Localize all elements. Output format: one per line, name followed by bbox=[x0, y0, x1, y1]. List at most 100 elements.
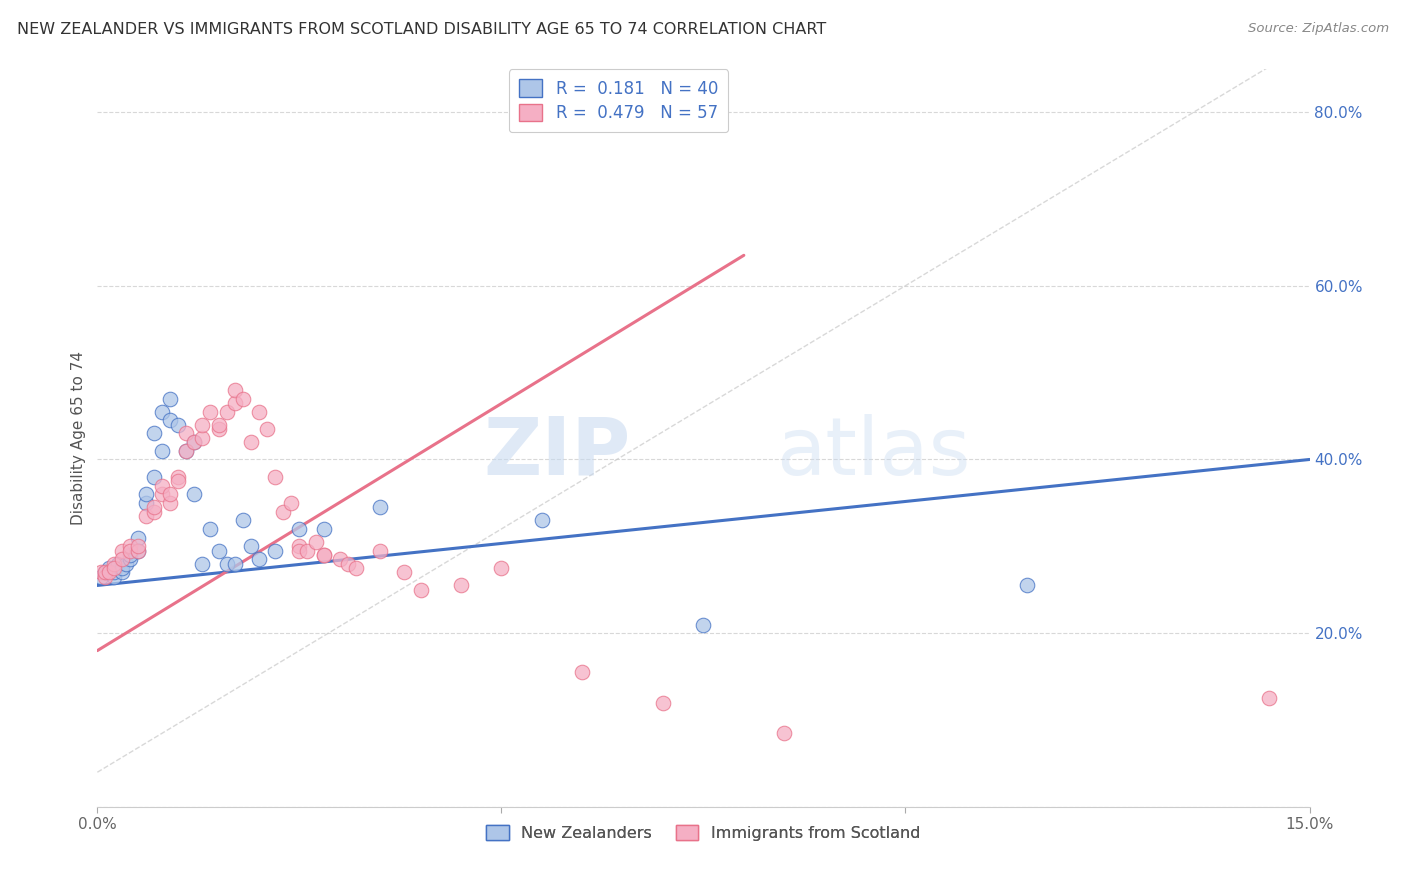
Point bbox=[110, 561, 132, 575]
Point bbox=[110, 543, 132, 558]
Point bbox=[288, 543, 311, 558]
Point bbox=[491, 561, 513, 575]
Point bbox=[224, 383, 246, 397]
Point bbox=[142, 470, 165, 484]
Point bbox=[114, 557, 136, 571]
Point bbox=[232, 513, 254, 527]
Point bbox=[174, 426, 197, 441]
Point bbox=[409, 582, 432, 597]
Point bbox=[271, 505, 294, 519]
Point bbox=[329, 552, 352, 566]
Y-axis label: Disability Age 65 to 74: Disability Age 65 to 74 bbox=[72, 351, 86, 524]
Point bbox=[183, 435, 205, 450]
Point bbox=[127, 531, 149, 545]
Point bbox=[191, 431, 214, 445]
Point bbox=[200, 405, 222, 419]
Point bbox=[1258, 691, 1281, 706]
Point bbox=[110, 552, 132, 566]
Text: atlas: atlas bbox=[776, 414, 970, 491]
Point bbox=[232, 392, 254, 406]
Point bbox=[90, 570, 112, 584]
Point bbox=[94, 570, 117, 584]
Point bbox=[110, 566, 132, 580]
Point bbox=[215, 405, 238, 419]
Point bbox=[159, 496, 181, 510]
Point bbox=[118, 552, 141, 566]
Point bbox=[304, 535, 326, 549]
Point bbox=[94, 566, 117, 580]
Point bbox=[127, 543, 149, 558]
Text: NEW ZEALANDER VS IMMIGRANTS FROM SCOTLAND DISABILITY AGE 65 TO 74 CORRELATION CH: NEW ZEALANDER VS IMMIGRANTS FROM SCOTLAN… bbox=[17, 22, 827, 37]
Text: ZIP: ZIP bbox=[484, 414, 631, 491]
Point bbox=[135, 487, 157, 501]
Point bbox=[183, 435, 205, 450]
Point bbox=[264, 543, 287, 558]
Point bbox=[280, 496, 302, 510]
Legend: New Zealanders, Immigrants from Scotland: New Zealanders, Immigrants from Scotland bbox=[479, 818, 927, 847]
Point bbox=[368, 543, 391, 558]
Point bbox=[247, 552, 270, 566]
Point bbox=[150, 443, 173, 458]
Point bbox=[159, 392, 181, 406]
Point bbox=[118, 543, 141, 558]
Point bbox=[264, 470, 287, 484]
Point bbox=[207, 417, 229, 432]
Point bbox=[224, 396, 246, 410]
Point bbox=[103, 561, 125, 575]
Point bbox=[692, 617, 714, 632]
Point bbox=[142, 426, 165, 441]
Point bbox=[200, 522, 222, 536]
Point bbox=[167, 417, 190, 432]
Point bbox=[215, 557, 238, 571]
Point bbox=[98, 566, 121, 580]
Point bbox=[207, 543, 229, 558]
Point bbox=[288, 539, 311, 553]
Point bbox=[191, 557, 214, 571]
Point bbox=[167, 470, 190, 484]
Point bbox=[159, 413, 181, 427]
Point bbox=[103, 566, 125, 580]
Point bbox=[773, 726, 796, 740]
Point bbox=[142, 500, 165, 515]
Point bbox=[344, 561, 367, 575]
Point bbox=[224, 557, 246, 571]
Point bbox=[394, 566, 416, 580]
Point bbox=[312, 548, 335, 562]
Point bbox=[368, 500, 391, 515]
Point bbox=[256, 422, 278, 436]
Point bbox=[450, 578, 472, 592]
Point bbox=[150, 487, 173, 501]
Point bbox=[1015, 578, 1038, 592]
Point bbox=[118, 548, 141, 562]
Point bbox=[135, 508, 157, 523]
Point bbox=[247, 405, 270, 419]
Point bbox=[312, 548, 335, 562]
Point bbox=[312, 522, 335, 536]
Point bbox=[297, 543, 319, 558]
Point bbox=[135, 496, 157, 510]
Point bbox=[652, 696, 675, 710]
Point bbox=[159, 487, 181, 501]
Point bbox=[288, 522, 311, 536]
Point bbox=[150, 478, 173, 492]
Point bbox=[174, 443, 197, 458]
Point bbox=[118, 539, 141, 553]
Point bbox=[107, 557, 129, 571]
Point bbox=[530, 513, 553, 527]
Point bbox=[150, 405, 173, 419]
Point bbox=[98, 561, 121, 575]
Point bbox=[103, 557, 125, 571]
Point bbox=[94, 566, 117, 580]
Point bbox=[167, 474, 190, 488]
Point bbox=[103, 570, 125, 584]
Point bbox=[191, 417, 214, 432]
Point bbox=[239, 539, 262, 553]
Point bbox=[239, 435, 262, 450]
Point bbox=[90, 566, 112, 580]
Point bbox=[142, 505, 165, 519]
Point bbox=[127, 543, 149, 558]
Point bbox=[174, 443, 197, 458]
Point bbox=[183, 487, 205, 501]
Point bbox=[127, 539, 149, 553]
Point bbox=[336, 557, 359, 571]
